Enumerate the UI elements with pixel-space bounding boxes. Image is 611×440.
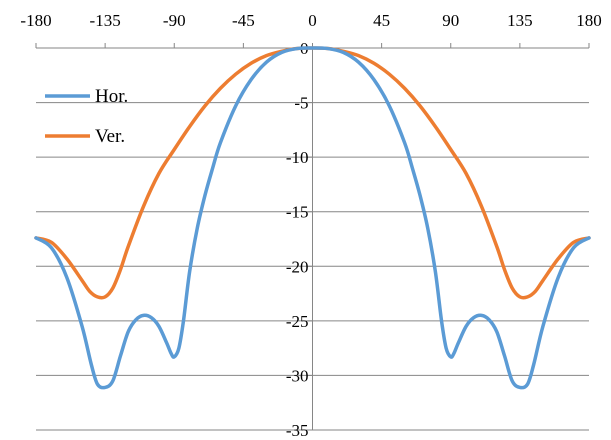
x-tick-label: 90 — [442, 11, 459, 30]
y-tick-label: -25 — [286, 312, 309, 331]
y-tick-label: -35 — [286, 421, 309, 440]
legend: Hor. Ver. — [45, 86, 128, 147]
y-tick-label: -20 — [286, 257, 309, 276]
x-tick-label: 45 — [373, 11, 390, 30]
x-tick-label: -135 — [90, 11, 121, 30]
x-tick-label: 135 — [507, 11, 533, 30]
y-tick-label: -5 — [294, 94, 308, 113]
x-tick-label: 180 — [576, 11, 602, 30]
x-tick-labels: -180 -135 -90 -45 0 45 90 135 180 — [20, 11, 601, 30]
y-tick-labels: 0-5-10-15-20-25-30-35 — [286, 39, 309, 440]
x-tick-label: -45 — [232, 11, 255, 30]
y-tick-label: -30 — [286, 366, 309, 385]
series-line-hor — [34, 46, 591, 390]
y-tick-label: -15 — [286, 203, 309, 222]
y-tick-label: -10 — [286, 148, 309, 167]
legend-label: Ver. — [95, 126, 125, 147]
x-tick-label: -90 — [163, 11, 186, 30]
x-tick-label: 0 — [308, 11, 317, 30]
legend-label: Hor. — [95, 86, 128, 107]
data-series — [34, 46, 591, 390]
x-tick-label: -180 — [20, 11, 51, 30]
